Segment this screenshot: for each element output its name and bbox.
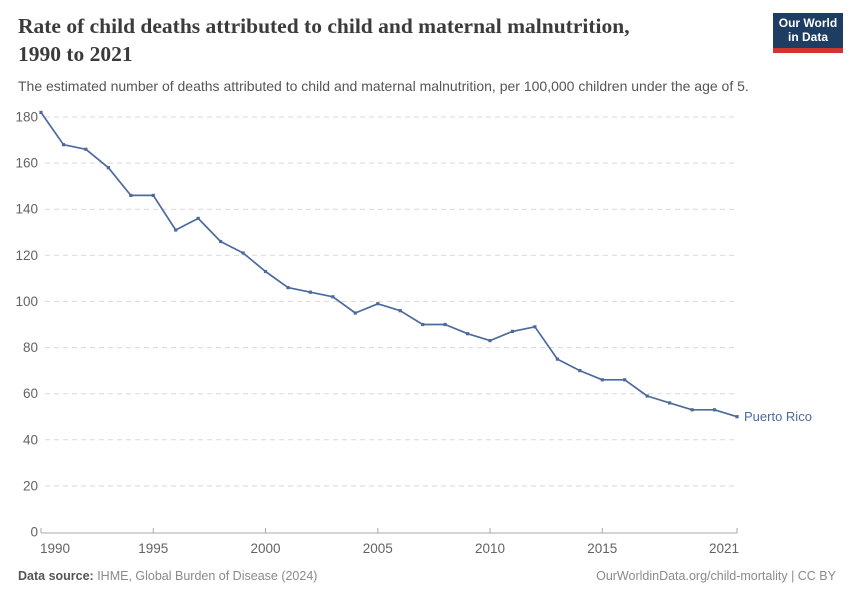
data-point [488,339,492,343]
y-tick-label: 100 [15,294,38,309]
x-tick-label: 2010 [475,541,505,556]
data-point [308,290,312,294]
data-point [555,357,559,361]
y-tick-label: 80 [23,340,38,355]
data-source-label: Data source: [18,569,94,583]
chart-header: Rate of child deaths attributed to child… [18,13,758,94]
data-point [578,369,582,373]
data-point [241,251,245,255]
data-line [40,111,738,418]
data-point [376,302,380,306]
series-end-label: Puerto Rico [744,409,812,424]
data-point [196,216,200,220]
data-point [645,394,649,398]
data-point [712,408,717,412]
y-tick-label: 140 [15,202,38,217]
x-tick-label: 2021 [709,541,739,556]
credit-link: OurWorldinData.org/child-mortality | CC … [596,569,836,583]
data-point [106,166,110,170]
data-point [263,269,268,274]
data-point [398,309,402,313]
data-point [129,193,133,197]
data-point [600,378,604,382]
y-tick-label: 40 [23,432,38,447]
data-point [61,143,66,147]
y-tick-label: 0 [30,525,38,540]
data-point [623,378,627,382]
page-title: Rate of child deaths attributed to child… [18,13,758,69]
data-point [151,193,155,197]
page-title-line1: Rate of child deaths attributed to child… [18,14,630,38]
y-tick-label: 180 [15,110,38,125]
owid-logo-line2: in Data [787,30,828,45]
y-tick-label: 120 [15,248,38,263]
x-tick-label: 2005 [363,541,393,556]
data-point [533,325,537,329]
x-tick-label: 2000 [250,541,280,556]
data-source: Data source: IHME, Global Burden of Dise… [18,569,317,583]
data-point [421,322,425,327]
data-source-value: IHME, Global Burden of Disease (2024) [93,569,318,583]
data-point [286,286,290,290]
data-point [219,239,223,244]
page-title-line2: 1990 to 2021 [18,41,133,66]
x-tick-label: 2015 [587,541,617,556]
data-point [466,332,470,336]
y-tick-label: 160 [15,156,38,171]
y-tick-label: 60 [23,386,38,401]
owid-logo: Our World in Data [773,13,843,53]
data-point [510,329,515,333]
x-tick-label: 1990 [40,541,70,556]
data-point [443,322,447,327]
data-point [690,408,694,412]
data-point [668,401,672,405]
owid-logo-line1: Our World [778,16,838,30]
data-point [735,415,739,419]
chart-footer: Data source: IHME, Global Burden of Dise… [18,569,836,583]
y-tick-label: 20 [23,478,38,493]
data-point [353,311,357,315]
x-tick-label: 1995 [138,541,168,556]
data-point [331,295,335,299]
data-point [84,147,88,151]
data-point [174,228,178,232]
data-point [39,110,43,114]
chart-subtitle: The estimated number of deaths attribute… [18,77,749,94]
